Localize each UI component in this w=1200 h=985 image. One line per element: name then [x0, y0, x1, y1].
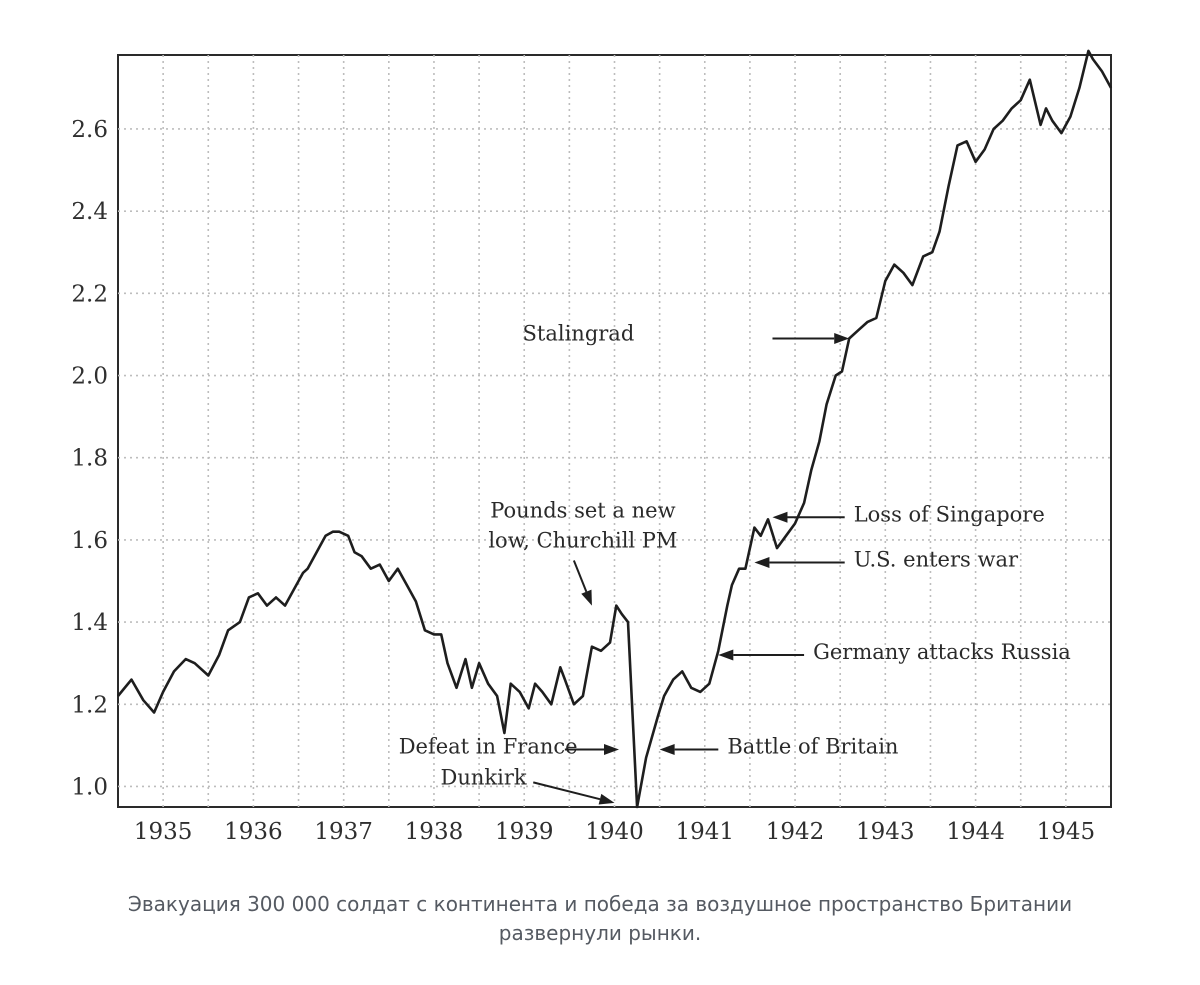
annotation-label: Dunkirk: [441, 765, 527, 789]
annotation: Germany attacks Russia: [718, 640, 1071, 664]
annotation-label: U.S. enters war: [854, 548, 1019, 572]
line-chart: Stalingrad Pounds set a new low, Churchill…: [71, 49, 1113, 845]
y-tick-label: 1.4: [71, 610, 108, 636]
arrow-head: [604, 743, 620, 755]
arrow-head: [659, 743, 675, 755]
y-tick-label: 2.4: [71, 199, 108, 225]
x-tick-label: 1935: [134, 819, 193, 845]
x-tick-label: 1942: [766, 819, 825, 845]
annotation-label-line: Germany attacks Russia: [813, 640, 1071, 664]
annotation: Pounds set a new low, Churchill PM: [488, 498, 677, 606]
annotation-label-line: Dunkirk: [441, 765, 527, 789]
y-tick-label: 1.8: [71, 446, 108, 472]
y-tick-label: 1.6: [71, 528, 108, 554]
annotation-label: Pounds set a new low, Churchill PM: [488, 498, 677, 552]
x-tick-label: 1938: [405, 819, 464, 845]
annotation-label-line: U.S. enters war: [854, 548, 1019, 572]
arrow-head: [772, 511, 788, 523]
x-tick-label: 1940: [585, 819, 644, 845]
x-tick-label: 1945: [1037, 819, 1096, 845]
annotation: Loss of Singapore: [772, 502, 1045, 526]
x-tick-label: 1939: [495, 819, 554, 845]
series-line: [116, 49, 1113, 809]
y-axis: 1.0 1.2 1.4 1.6 1.8 2.0 2.2 2.4 2.6: [71, 117, 108, 800]
y-tick-label: 1.2: [71, 692, 108, 718]
figure-caption: Эвакуация 300 000 солдат с континента и …: [127, 892, 1073, 945]
annotation-label: Germany attacks Russia: [813, 640, 1071, 664]
x-tick-label: 1936: [224, 819, 283, 845]
annotation-label: Stalingrad: [523, 322, 635, 346]
series-layer: [116, 49, 1113, 809]
annotation-label: Battle of Britain: [727, 735, 898, 759]
y-tick-label: 2.6: [71, 117, 108, 143]
arrow-head: [718, 649, 734, 661]
annotation-label-line: Defeat in France: [399, 735, 578, 759]
arrow-head: [834, 333, 850, 345]
annotation-label-line: Battle of Britain: [727, 735, 898, 759]
x-tick-label: 1941: [675, 819, 734, 845]
arrow-head: [598, 793, 615, 805]
annotation-arrow: [533, 781, 601, 801]
annotation: U.S. enters war: [754, 548, 1019, 572]
y-tick-label: 2.2: [71, 281, 108, 307]
x-axis: 1935 1936 1937 1938 1939 1940 1941 1942 1943 1944…: [134, 819, 1095, 845]
annotation: Dunkirk: [441, 765, 615, 805]
annotation-label: Defeat in France: [399, 735, 578, 759]
y-tick-label: 1.0: [71, 774, 108, 800]
annotation-label: Loss of Singapore: [854, 502, 1045, 526]
y-tick-label: 2.0: [71, 364, 108, 390]
x-tick-label: 1943: [856, 819, 915, 845]
annotations: Stalingrad Pounds set a new low, Churchill…: [399, 322, 1071, 805]
annotation: Stalingrad: [523, 322, 850, 346]
annotation-label-line: Loss of Singapore: [854, 502, 1045, 526]
annotation-arrow: [572, 560, 588, 593]
x-tick-label: 1944: [946, 819, 1005, 845]
plot-area: [117, 54, 1112, 808]
arrow-head: [581, 589, 592, 606]
arrow-head: [754, 556, 770, 568]
annotation-label-line: Pounds set a new: [490, 498, 675, 522]
x-tick-label: 1937: [314, 819, 373, 845]
annotation-label-line: Stalingrad: [523, 322, 635, 346]
annotation: Defeat in France: [399, 735, 620, 759]
annotation: Battle of Britain: [659, 735, 898, 759]
annotation-label-line: low, Churchill PM: [488, 528, 677, 552]
